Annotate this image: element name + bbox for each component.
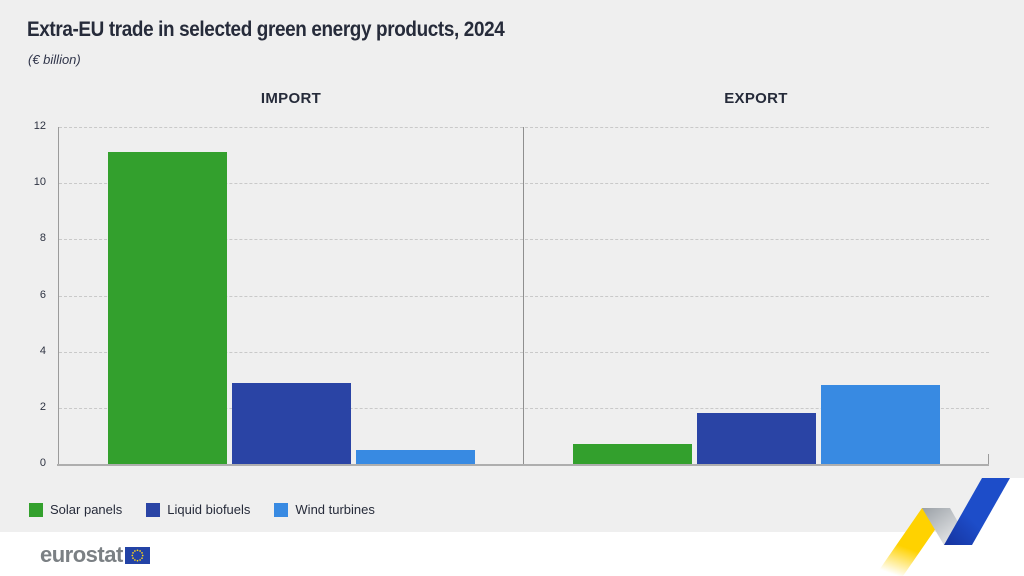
gridline-6	[59, 295, 989, 297]
ribbon-yellow-band	[875, 508, 950, 576]
legend-swatch-icon	[146, 502, 161, 517]
bar-import-solar-panels	[108, 152, 227, 464]
legend: Solar panels Liquid biofuels Wind turbines	[29, 502, 375, 517]
gridline-2	[59, 407, 989, 409]
eurostat-logo: eurostat	[40, 544, 150, 566]
x-axis-right-tick	[988, 454, 989, 464]
gridline-8	[59, 239, 989, 241]
page-title: Extra-EU trade in selected green energy …	[27, 18, 505, 41]
legend-item-liquid-biofuels: Liquid biofuels	[146, 502, 250, 517]
chart-unit-subtitle: (€ billion)	[28, 52, 81, 67]
y-axis-line	[58, 127, 59, 464]
y-tick-label-6: 6	[39, 288, 46, 301]
panel-heading-import: IMPORT	[260, 90, 322, 107]
bar-export-liquid-biofuels	[697, 413, 816, 464]
legend-label: Solar panels	[50, 502, 123, 517]
panel-heading-export: EXPORT	[724, 90, 788, 107]
legend-label: Liquid biofuels	[167, 502, 251, 517]
plot-area	[57, 127, 989, 466]
footer-bar	[0, 532, 1024, 576]
eu-flag-icon	[124, 546, 150, 564]
gridline-10	[59, 183, 989, 185]
eurostat-logo-text: eurostat	[40, 542, 123, 567]
legend-label: Wind turbines	[295, 502, 375, 517]
legend-swatch-icon	[274, 502, 289, 517]
bar-export-solar-panels	[573, 444, 692, 464]
gridline-4	[59, 351, 989, 353]
ribbon-white-corner	[979, 478, 1024, 532]
bar-export-wind-turbines	[821, 385, 940, 464]
legend-item-solar-panels: Solar panels	[29, 502, 122, 517]
legend-swatch-icon	[29, 502, 43, 517]
y-tick-label-2: 2	[39, 400, 46, 413]
bar-import-wind-turbines	[356, 449, 475, 464]
eurostat-ribbon-graphic	[875, 478, 1024, 576]
y-tick-label-12: 12	[33, 120, 46, 132]
ribbon-blue-band	[944, 478, 1010, 545]
gridline-12	[59, 127, 989, 128]
y-tick-label-8: 8	[39, 232, 46, 245]
y-tick-label-0: 0	[39, 457, 46, 469]
x-axis-baseline	[57, 464, 989, 466]
y-tick-label-10: 10	[33, 176, 46, 189]
bar-import-liquid-biofuels	[232, 382, 351, 464]
y-tick-label-4: 4	[39, 344, 46, 357]
legend-item-wind-turbines: Wind turbines	[274, 502, 375, 517]
